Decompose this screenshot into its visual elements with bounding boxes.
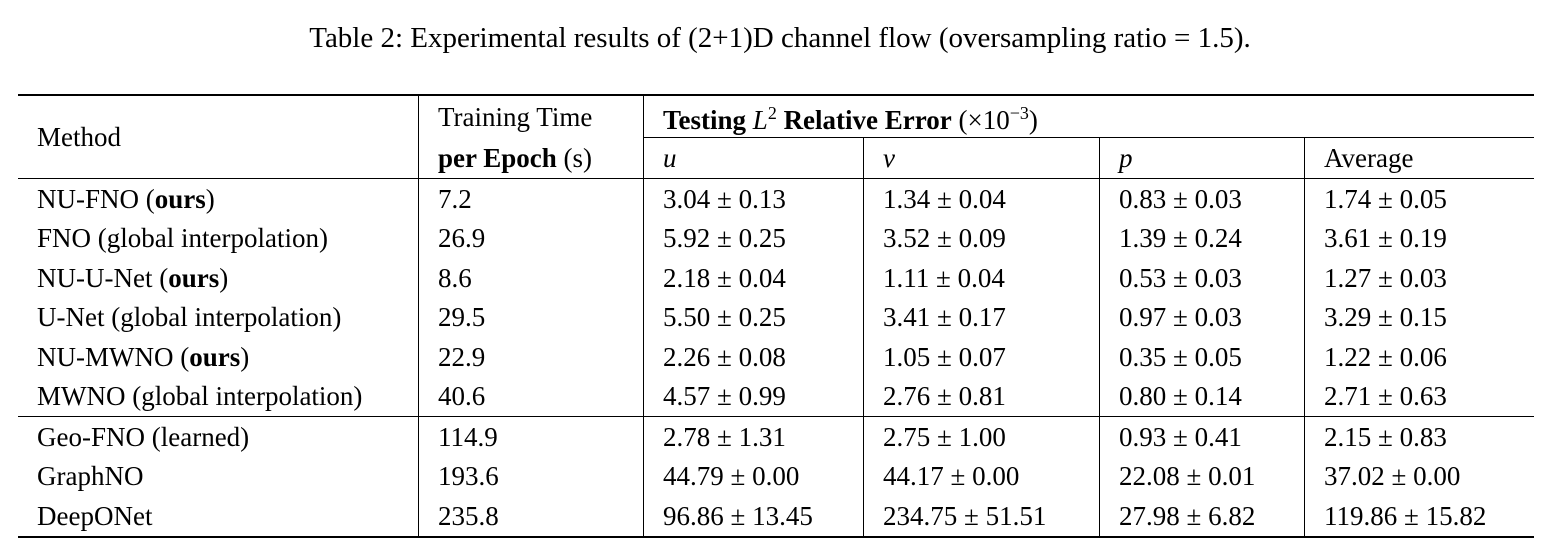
u-cell: 2.18 ± 0.04	[643, 258, 864, 298]
avg-cell: 37.02 ± 0.00	[1324, 461, 1461, 492]
table-row: NU-U-Net (ours) 8.6 2.18 ± 0.04 1.11 ± 0…	[18, 258, 1534, 298]
results-table: Method Training Time Testing L2 Relative…	[18, 94, 1534, 538]
header-method: Method	[18, 94, 419, 179]
p-cell: 0.35 ± 0.05	[1099, 337, 1305, 377]
v-cell: 1.11 ± 0.04	[863, 258, 1100, 298]
p-cell: 0.83 ± 0.03	[1099, 178, 1305, 219]
avg-cell: 2.71 ± 0.63	[1324, 381, 1447, 412]
time-cell: 114.9	[418, 416, 644, 457]
method-name: NU-FNO	[37, 183, 140, 214]
header-row-1: Method Training Time Testing L2 Relative…	[18, 94, 1534, 179]
method-cell: U-Net (global interpolation)	[18, 297, 419, 337]
method-cell: DeepONet	[18, 496, 419, 538]
p-cell: 1.39 ± 0.24	[1099, 218, 1305, 258]
header-training-time-line1: Training Time	[418, 94, 644, 138]
v-cell: 3.52 ± 0.09	[863, 218, 1100, 258]
p-cell: 0.53 ± 0.03	[1099, 258, 1305, 298]
header-testing-prefix: Testing	[663, 105, 753, 135]
header-col-v: v	[863, 137, 1100, 179]
method-cell: FNO (global interpolation)	[18, 218, 419, 258]
header-col-u: u	[643, 137, 864, 179]
header-seconds-unit: (s)	[556, 142, 593, 173]
method-name: NU-U-Net	[37, 262, 153, 293]
method-cell: Geo-FNO (learned)	[18, 416, 419, 457]
v-cell: 44.17 ± 0.00	[863, 456, 1100, 496]
table-row: GraphNO 193.6 44.79 ± 0.00 44.17 ± 0.00 …	[18, 456, 1534, 496]
p-cell: 0.97 ± 0.03	[1099, 297, 1305, 337]
u-cell: 5.50 ± 0.25	[643, 297, 864, 337]
header-row-2: per Epoch (s) u v p Average	[18, 137, 1534, 179]
time-cell: 7.2	[418, 178, 644, 219]
header-testing-scale-close: )	[1028, 105, 1038, 135]
time-cell: 26.9	[418, 218, 644, 258]
v-cell: 234.75 ± 51.51	[863, 496, 1100, 538]
avg-cell: 3.29 ± 0.15	[1324, 302, 1447, 333]
table-row: Geo-FNO (learned) 114.9 2.78 ± 1.31 2.75…	[18, 416, 1534, 457]
v-cell: 1.34 ± 0.04	[863, 178, 1100, 219]
u-cell: 3.04 ± 0.13	[643, 178, 864, 219]
time-cell: 22.9	[418, 337, 644, 377]
method-cell: MWNO (global interpolation)	[18, 376, 419, 417]
table-row: FNO (global interpolation) 26.9 5.92 ± 0…	[18, 218, 1534, 258]
table-row: U-Net (global interpolation) 29.5 5.50 ±…	[18, 297, 1534, 337]
time-cell: 40.6	[418, 376, 644, 417]
table-row: MWNO (global interpolation) 40.6 4.57 ± …	[18, 376, 1534, 417]
method-cell: GraphNO	[18, 456, 419, 496]
avg-cell: 1.27 ± 0.03	[1324, 262, 1447, 293]
ours-label: ours	[189, 341, 241, 372]
time-cell: 29.5	[418, 297, 644, 337]
v-cell: 1.05 ± 0.07	[863, 337, 1100, 377]
header-col-p: p	[1099, 137, 1305, 179]
header-testing-scale: (×10	[951, 105, 1010, 135]
ours-label: ours	[154, 183, 206, 214]
v-cell: 3.41 ± 0.17	[863, 297, 1100, 337]
header-testing-l: L	[752, 105, 768, 135]
ours-label: ours	[168, 262, 220, 293]
method-cell: NU-FNO (ours)	[18, 178, 419, 219]
method-name: NU-MWNO	[37, 341, 174, 372]
u-cell: 4.57 ± 0.99	[643, 376, 864, 417]
time-cell: 193.6	[418, 456, 644, 496]
avg-cell: 3.61 ± 0.19	[1324, 223, 1447, 254]
avg-cell: 1.74 ± 0.05	[1304, 178, 1534, 219]
header-training-time-line2: per Epoch (s)	[418, 137, 644, 179]
u-cell: 2.78 ± 1.31	[643, 416, 864, 457]
header-testing-error: Testing L2 Relative Error (×10−3)	[643, 94, 1534, 138]
p-cell: 27.98 ± 6.82	[1099, 496, 1305, 538]
time-cell: 235.8	[418, 496, 644, 538]
table-caption: Table 2: Experimental results of (2+1)D …	[309, 22, 1251, 54]
u-cell: 5.92 ± 0.25	[643, 218, 864, 258]
avg-cell: 1.22 ± 0.06	[1324, 341, 1447, 372]
v-cell: 2.75 ± 1.00	[863, 416, 1100, 457]
table-row: DeepONet 235.8 96.86 ± 13.45 234.75 ± 51…	[18, 496, 1534, 538]
table-row: NU-MWNO (ours) 22.9 2.26 ± 0.08 1.05 ± 0…	[18, 337, 1534, 377]
u-cell: 96.86 ± 13.45	[643, 496, 864, 538]
time-cell: 8.6	[418, 258, 644, 298]
p-cell: 0.80 ± 0.14	[1099, 376, 1305, 417]
method-cell: NU-U-Net (ours)	[18, 258, 419, 298]
u-cell: 44.79 ± 0.00	[643, 456, 864, 496]
avg-cell: 2.15 ± 0.83	[1304, 416, 1534, 457]
header-per-epoch: per Epoch	[438, 142, 557, 173]
method-cell: NU-MWNO (ours)	[18, 337, 419, 377]
table-row: NU-FNO (ours) 7.2 3.04 ± 0.13 1.34 ± 0.0…	[18, 178, 1534, 219]
v-cell: 2.76 ± 0.81	[863, 376, 1100, 417]
header-testing-scale-exp: −3	[1009, 103, 1029, 123]
header-testing-sup: 2	[767, 103, 777, 123]
avg-cell: 119.86 ± 15.82	[1304, 496, 1534, 538]
u-cell: 2.26 ± 0.08	[643, 337, 864, 377]
header-col-average: Average	[1304, 137, 1534, 179]
p-cell: 0.93 ± 0.41	[1099, 416, 1305, 457]
p-cell: 22.08 ± 0.01	[1099, 456, 1305, 496]
header-testing-suffix: Relative Error	[776, 105, 952, 135]
